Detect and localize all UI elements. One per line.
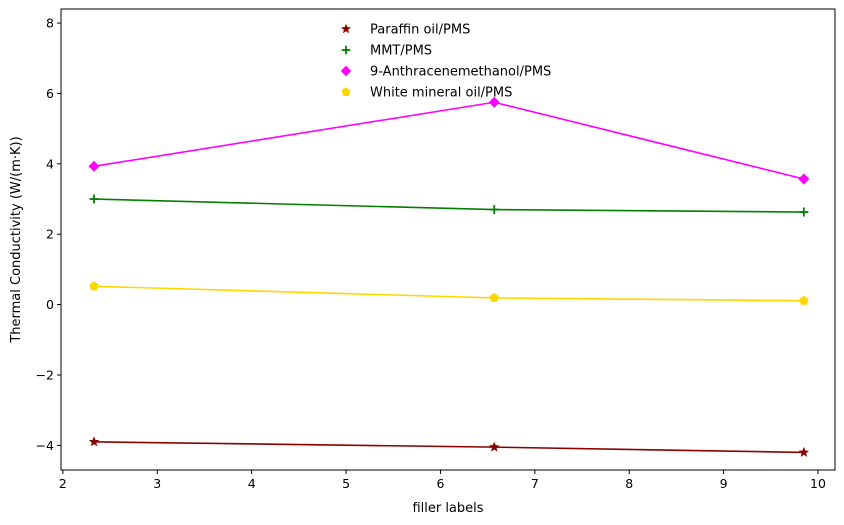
x-tick-label: 3: [153, 476, 161, 491]
data-point: [798, 446, 810, 457]
legend-marker: [340, 65, 352, 77]
y-axis: −4 −2 0 2 4 6 8: [36, 16, 61, 453]
data-point: [798, 173, 810, 185]
data-point: [489, 441, 500, 452]
legend: Paraffin oil/PMS MMT/PMS 9-Anthracenemetha…: [340, 23, 551, 101]
data-point: [489, 205, 499, 215]
y-tick-label: 4: [46, 156, 54, 171]
legend-label: 9-Anthracenemethanol/PMS: [370, 65, 551, 80]
legend-item: White mineral oil/PMS: [341, 86, 512, 101]
data-point: [88, 160, 100, 172]
plot-frame: [60, 8, 836, 471]
y-tick-label: −4: [36, 438, 54, 453]
y-tick-label: 2: [46, 227, 54, 242]
y-axis-label: Thermal Conductivity (W/(m·K)): [9, 136, 24, 343]
y-tick-label: 6: [46, 86, 54, 101]
plot-area: [61, 9, 835, 470]
data-point: [89, 281, 99, 291]
x-tick-label: 8: [625, 476, 633, 491]
legend-marker: [341, 87, 351, 96]
y-tick-label: 0: [46, 297, 54, 312]
x-tick-label: 7: [531, 476, 539, 491]
data-point: [799, 207, 809, 217]
legend-marker: [341, 45, 351, 55]
legend-label: MMT/PMS: [370, 44, 432, 59]
x-tick-label: 10: [810, 476, 826, 491]
x-tick-label: 5: [342, 476, 350, 491]
data-point: [88, 436, 100, 447]
x-tick-label: 6: [436, 476, 444, 491]
legend-item: 9-Anthracenemethanol/PMS: [340, 65, 551, 80]
x-tick-label: 2: [59, 476, 67, 491]
y-tick-label: −2: [36, 367, 54, 382]
legend-item: Paraffin oil/PMS: [341, 23, 470, 38]
x-axis-label: filler labels: [412, 501, 483, 516]
data-point: [799, 295, 809, 305]
data-point: [488, 96, 500, 108]
series-markers: [88, 96, 810, 457]
data-point: [89, 194, 99, 204]
x-tick-label: 9: [720, 476, 728, 491]
legend-marker: [341, 23, 351, 34]
legend-item: MMT/PMS: [341, 44, 432, 59]
y-tick-label: 8: [46, 16, 54, 31]
legend-label: White mineral oil/PMS: [370, 86, 512, 101]
data-point: [489, 292, 500, 302]
x-axis: 2 3 4 5 6 7 8 9 10: [59, 470, 826, 491]
x-tick-label: 4: [248, 476, 256, 491]
legend-label: Paraffin oil/PMS: [370, 23, 470, 38]
